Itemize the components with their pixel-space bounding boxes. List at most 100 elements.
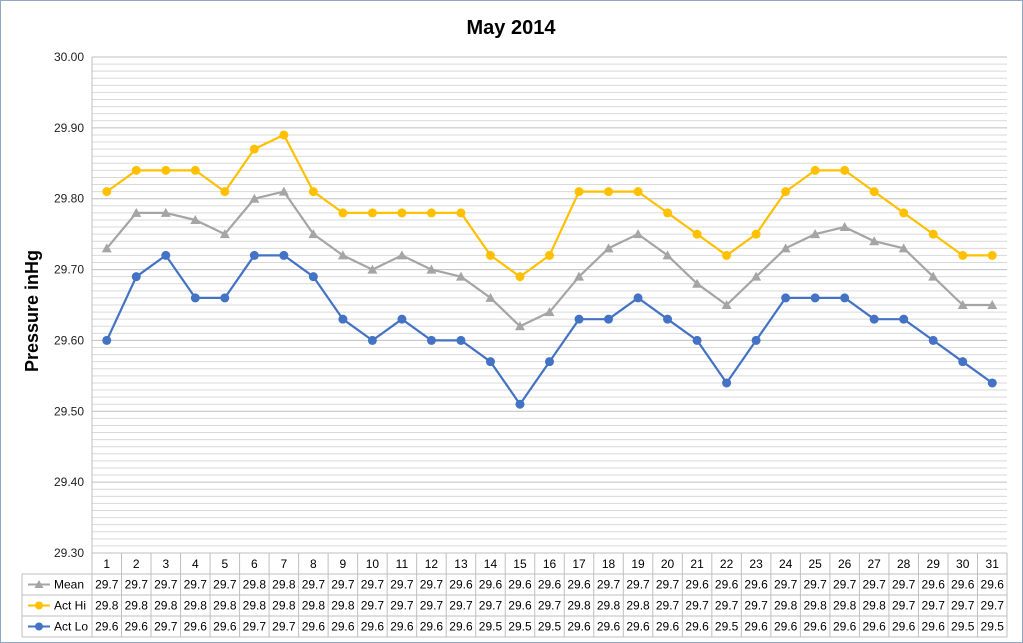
x-tick-label: 4	[192, 557, 199, 571]
data-point	[456, 208, 466, 218]
series-line	[105, 254, 993, 406]
table-cell: 29.8	[243, 599, 267, 613]
data-point	[840, 293, 850, 303]
data-point	[102, 187, 112, 197]
table-cell: 29.6	[449, 578, 473, 592]
data-point	[662, 250, 673, 260]
table-cell: 29.8	[243, 578, 267, 592]
table-cell: 29.6	[125, 620, 149, 634]
data-point	[220, 293, 230, 303]
table-cell: 29.8	[774, 599, 798, 613]
legend-label: Mean	[54, 578, 84, 592]
data-point	[278, 186, 289, 196]
table-cell: 29.7	[922, 599, 946, 613]
table-cell: 29.6	[685, 578, 709, 592]
data-point	[249, 250, 259, 260]
table-cell: 29.6	[331, 620, 355, 634]
table-cell: 29.6	[420, 620, 444, 634]
table-cell: 29.7	[154, 578, 178, 592]
table-cell: 29.7	[951, 599, 975, 613]
data-point	[663, 208, 673, 218]
x-tick-label: 5	[221, 557, 228, 571]
x-tick-label: 2	[133, 557, 140, 571]
data-point	[692, 229, 702, 239]
table-cell: 29.7	[272, 620, 296, 634]
data-point	[957, 300, 968, 309]
data-table: 1 2 3 4 5 6 7 8 9 10 11 12 13 14 15 16 17 18 19 20 21 22 23 24 2…	[21, 552, 1008, 638]
data-point	[279, 130, 289, 140]
y-tick-label: 29.80	[54, 192, 84, 206]
table-cell: 29.8	[184, 599, 208, 613]
data-point	[456, 335, 466, 345]
table-cell: 29.7	[125, 578, 149, 592]
table-cell: 29.6	[213, 620, 237, 634]
legend-key-marker	[35, 622, 43, 631]
data-point	[751, 229, 761, 239]
y-tick-label: 29.50	[54, 404, 84, 418]
data-point	[367, 208, 377, 218]
x-tick-label: 14	[484, 557, 498, 571]
x-tick-label: 15	[513, 557, 527, 571]
data-point	[515, 272, 525, 282]
data-point	[161, 250, 171, 260]
table-cell: 29.6	[626, 620, 650, 634]
data-point	[131, 207, 142, 217]
data-point	[397, 314, 407, 324]
table-cell: 29.6	[361, 620, 385, 634]
table-cell: 29.6	[567, 578, 591, 592]
data-point	[249, 144, 259, 154]
table-cell: 29.7	[420, 599, 444, 613]
table-cell: 29.5	[508, 620, 532, 634]
data-point	[810, 229, 821, 239]
table-cell: 29.6	[656, 620, 680, 634]
data-point	[396, 250, 407, 260]
table-cell: 29.7	[892, 599, 916, 613]
data-point	[810, 165, 820, 175]
table-cell: 29.6	[862, 620, 886, 634]
table-cell: 29.7	[803, 578, 827, 592]
table-cell: 29.7	[656, 599, 680, 613]
data-point	[308, 229, 319, 239]
data-point	[574, 314, 584, 324]
data-point	[220, 187, 230, 197]
legend-key-marker	[35, 601, 43, 610]
x-tick-label: 30	[956, 557, 970, 571]
data-point	[308, 187, 318, 197]
table-cell: 29.7	[774, 578, 798, 592]
x-tick-label: 31	[986, 557, 1000, 571]
data-point	[869, 314, 879, 324]
table-cell: 29.6	[390, 620, 414, 634]
data-point	[515, 399, 525, 409]
data-point	[426, 264, 437, 274]
data-point	[987, 300, 998, 309]
x-tick-label: 12	[425, 557, 439, 571]
table-cell: 29.7	[656, 578, 680, 592]
table-cell: 29.5	[479, 620, 503, 634]
x-tick-label: 23	[749, 557, 763, 571]
y-tick-label: 29.30	[54, 546, 84, 560]
data-point	[722, 250, 732, 260]
table-cell: 29.6	[479, 578, 503, 592]
y-tick-label: 29.90	[54, 121, 84, 135]
table-cell: 29.7	[154, 620, 178, 634]
data-point	[308, 272, 318, 282]
chart-title: May 2014	[467, 17, 557, 39]
data-point	[751, 271, 762, 281]
y-tick-labels: 29.30 29.40 29.50 29.60 29.70 29.80 29.90 30.00	[54, 50, 84, 560]
data-point	[426, 335, 436, 345]
table-cell: 29.8	[833, 599, 857, 613]
table-cell: 29.6	[803, 620, 827, 634]
x-tick-label: 7	[281, 557, 288, 571]
table-cell: 29.7	[95, 578, 119, 592]
table-cell: 29.6	[449, 620, 473, 634]
legend-label: Act Hi	[54, 599, 86, 613]
data-point	[367, 335, 377, 345]
table-cell: 29.7	[390, 578, 414, 592]
data-point	[633, 187, 643, 197]
table-cell: 29.8	[213, 599, 237, 613]
table-cell: 29.7	[744, 599, 768, 613]
table-cell: 29.6	[508, 578, 532, 592]
data-point	[899, 314, 909, 324]
data-point	[898, 243, 909, 253]
